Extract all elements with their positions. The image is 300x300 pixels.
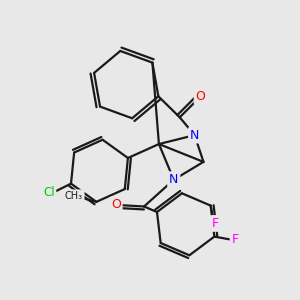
Text: F: F	[212, 217, 219, 230]
Text: N: N	[190, 129, 199, 142]
Text: O: O	[111, 199, 121, 212]
Text: F: F	[232, 233, 239, 246]
Text: N: N	[169, 173, 178, 186]
Text: Cl: Cl	[43, 186, 55, 199]
Text: O: O	[196, 90, 206, 103]
Text: CH₃: CH₃	[65, 191, 83, 201]
